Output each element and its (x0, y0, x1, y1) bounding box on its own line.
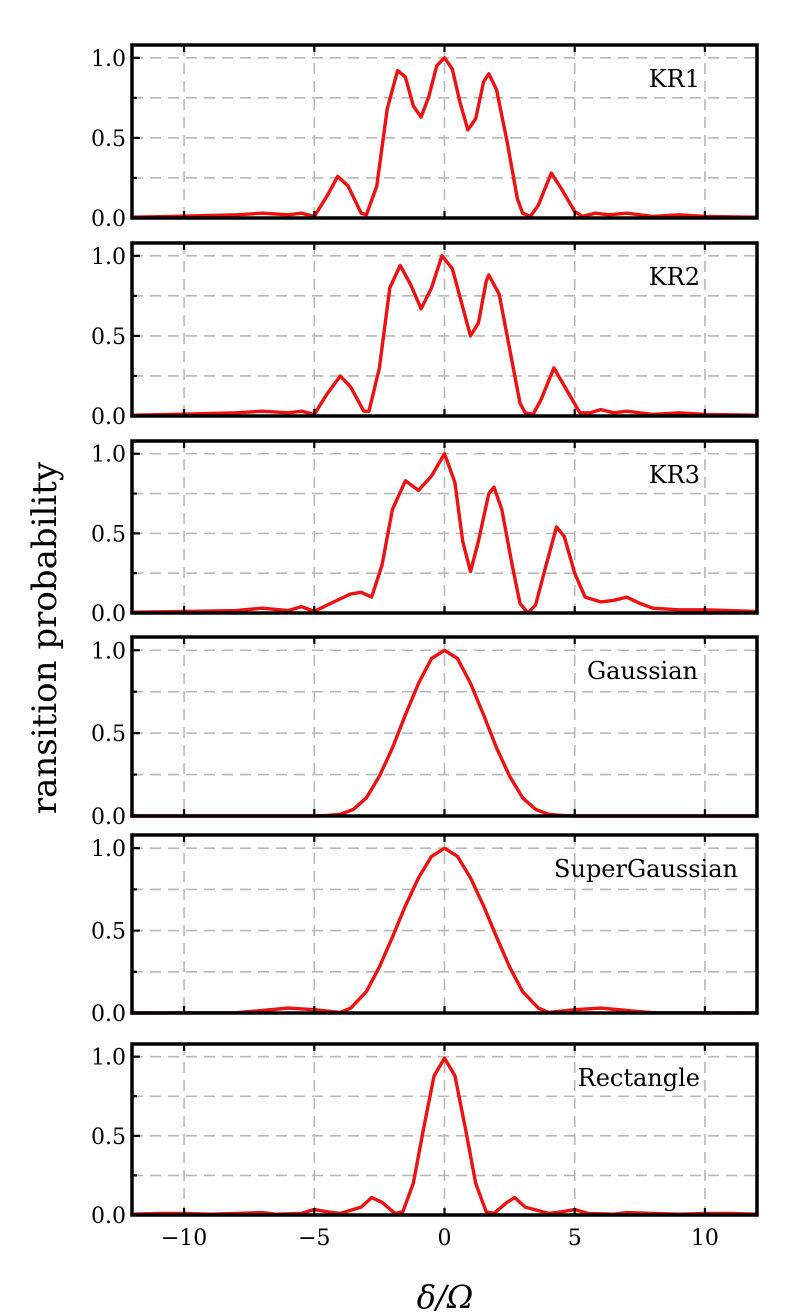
x-tick-label: 0 (438, 1226, 452, 1251)
panel-kr2: 0.0 0.5 1.0 KR2 (91, 241, 759, 430)
y-tick-label: 1.0 (91, 47, 126, 72)
panel-label: SuperGaussian (554, 855, 738, 883)
panel-kr1: 0.0 0.5 1.0 KR1 (91, 43, 759, 232)
series-line-supergaussian (130, 846, 759, 1015)
x-tick-label: 10 (691, 1226, 719, 1251)
y-tick-label: 0.0 (91, 405, 126, 430)
panel-kr3: 0.0 0.5 1.0 KR3 (91, 439, 759, 627)
panel-rectangle: 0.0 0.5 1.0 Rectangle −10 −5 0 5 10 (91, 1042, 759, 1251)
y-tick-label: 0.5 (91, 920, 126, 945)
x-axis-title: δ/Ω (417, 1278, 474, 1314)
y-tick-label: 1.0 (91, 1046, 126, 1071)
y-tick-label: 0.5 (91, 522, 126, 547)
series-line-kr2 (130, 254, 759, 417)
y-tick-label: 0.0 (91, 602, 126, 627)
panel-supergaussian: 0.0 0.5 1.0 SuperGaussian (91, 833, 759, 1027)
panel-label: KR3 (649, 461, 700, 489)
y-tick-label: 0.0 (91, 1204, 126, 1229)
y-tick-label: 0.5 (91, 722, 126, 747)
y-tick-label: 0.0 (91, 805, 126, 830)
x-tick-label: −10 (161, 1226, 207, 1251)
series-line-kr3 (130, 452, 759, 615)
y-axis-title: ransition probability (25, 461, 65, 814)
y-tick-label: 1.0 (91, 245, 126, 270)
y-tick-label: 1.0 (91, 639, 126, 664)
panels-group: 0.00.51.0KR10.00.51.0KR20.00.51.0KR30.00… (91, 43, 759, 1251)
y-tick-label: 0.0 (91, 207, 126, 232)
panel-label: Gaussian (587, 657, 698, 685)
panel-label: KR1 (649, 65, 700, 93)
y-tick-label: 1.0 (91, 443, 126, 468)
series-line-kr1 (130, 56, 759, 219)
y-tick-label: 0.0 (91, 1002, 126, 1027)
y-tick-label: 1.0 (91, 837, 126, 862)
x-tick-label: −5 (298, 1226, 330, 1251)
panel-label: Rectangle (578, 1064, 700, 1092)
x-tick-label: 5 (568, 1226, 582, 1251)
panel-label: KR2 (649, 263, 700, 291)
y-tick-label: 0.5 (91, 127, 126, 152)
series-line-gaussian (130, 648, 759, 818)
panel-gaussian: 0.0 0.5 1.0 Gaussian (91, 635, 759, 830)
y-tick-label: 0.5 (91, 1125, 126, 1150)
y-tick-label: 0.5 (91, 325, 126, 350)
